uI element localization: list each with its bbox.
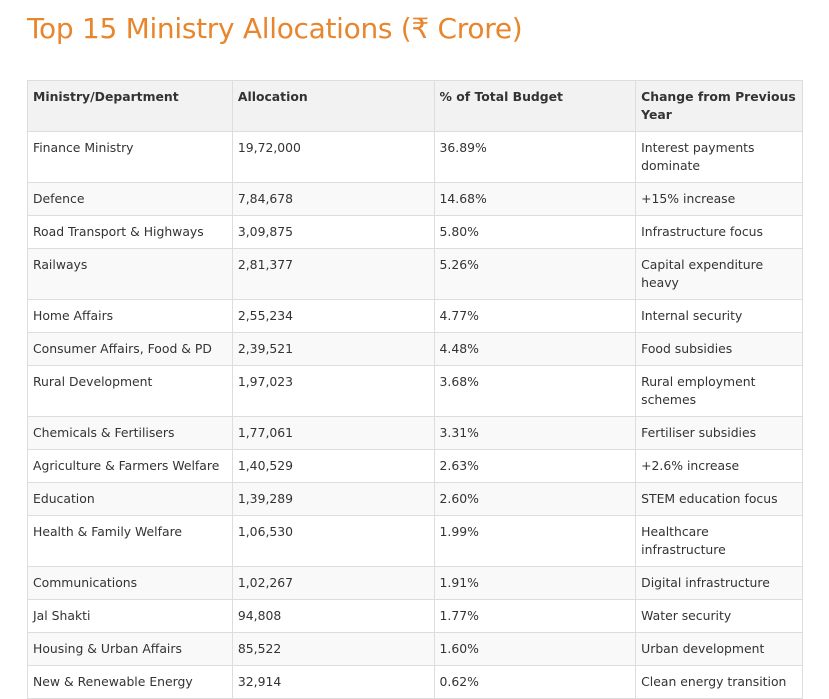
percent-cell: 3.68% <box>433 365 637 417</box>
allocation-cell: 1,40,529 <box>231 449 435 483</box>
allocation-cell: 3,09,875 <box>231 215 435 249</box>
header-change: Change from Previous Year <box>635 80 803 132</box>
change-cell: Digital infrastructure <box>635 566 803 600</box>
table-row: Rural Development 1,97,023 3.68% Rural empl… <box>27 365 803 417</box>
allocation-cell: 2,55,234 <box>231 299 435 333</box>
ministry-cell: New & Renewable Energy <box>27 665 233 699</box>
percent-cell: 36.89% <box>433 131 637 183</box>
table-header-row: Ministry/Department Allocation % of Tota… <box>27 80 803 132</box>
percent-cell: 1.99% <box>433 515 637 567</box>
ministry-cell: Finance Ministry <box>27 131 233 183</box>
table-row: Jal Shakti 94,808 1.77% Water security <box>27 599 803 633</box>
change-cell: Urban development <box>635 632 803 666</box>
allocation-cell: 1,06,530 <box>231 515 435 567</box>
allocation-cell: 1,39,289 <box>231 482 435 516</box>
ministry-cell: Railways <box>27 248 233 300</box>
percent-cell: 5.26% <box>433 248 637 300</box>
percent-cell: 2.60% <box>433 482 637 516</box>
allocation-cell: 32,914 <box>231 665 435 699</box>
ministry-cell: Health & Family Welfare <box>27 515 233 567</box>
change-cell: Infrastructure focus <box>635 215 803 249</box>
allocation-cell: 2,39,521 <box>231 332 435 366</box>
change-cell: Rural employment schemes <box>635 365 803 417</box>
ministry-allocations-table: Ministry/Department Allocation % of Tota… <box>27 80 803 699</box>
change-cell: Interest payments dominate <box>635 131 803 183</box>
allocation-cell: 2,81,377 <box>231 248 435 300</box>
percent-cell: 1.77% <box>433 599 637 633</box>
change-cell: Healthcare infrastructure <box>635 515 803 567</box>
change-cell: Food subsidies <box>635 332 803 366</box>
ministry-cell: Jal Shakti <box>27 599 233 633</box>
ministry-cell: Housing & Urban Affairs <box>27 632 233 666</box>
ministry-cell: Consumer Affairs, Food & PD <box>27 332 233 366</box>
table-row: Health & Family Welfare 1,06,530 1.99% Heal… <box>27 515 803 567</box>
change-cell: Internal security <box>635 299 803 333</box>
table-row: Defence 7,84,678 14.68% +15% increase <box>27 182 803 216</box>
change-cell: Fertiliser subsidies <box>635 416 803 450</box>
change-cell: +2.6% increase <box>635 449 803 483</box>
percent-cell: 4.77% <box>433 299 637 333</box>
ministry-cell: Road Transport & Highways <box>27 215 233 249</box>
table-row: Home Affairs 2,55,234 4.77% Internal securi… <box>27 299 803 333</box>
allocation-cell: 1,97,023 <box>231 365 435 417</box>
change-cell: +15% increase <box>635 182 803 216</box>
allocation-cell: 1,77,061 <box>231 416 435 450</box>
ministry-cell: Rural Development <box>27 365 233 417</box>
header-ministry: Ministry/Department <box>27 80 233 132</box>
ministry-cell: Agriculture & Farmers Welfare <box>27 449 233 483</box>
table-row: New & Renewable Energy 32,914 0.62% Clean e… <box>27 665 803 699</box>
change-cell: Capital expenditure heavy <box>635 248 803 300</box>
allocation-cell: 19,72,000 <box>231 131 435 183</box>
table-row: Consumer Affairs, Food & PD 2,39,521 4.48%… <box>27 332 803 366</box>
table-row: Chemicals & Fertilisers 1,77,061 3.31% Fert… <box>27 416 803 450</box>
ministry-cell: Chemicals & Fertilisers <box>27 416 233 450</box>
allocation-cell: 94,808 <box>231 599 435 633</box>
table-row: Communications 1,02,267 1.91% Digital infra… <box>27 566 803 600</box>
table-row: Agriculture & Farmers Welfare 1,40,529 2.6… <box>27 449 803 483</box>
header-percent: % of Total Budget <box>433 80 637 132</box>
change-cell: Water security <box>635 599 803 633</box>
ministry-cell: Communications <box>27 566 233 600</box>
table-row: Finance Ministry 19,72,000 36.89% Interest … <box>27 131 803 183</box>
table-row: Education 1,39,289 2.60% STEM education foc… <box>27 482 803 516</box>
change-cell: STEM education focus <box>635 482 803 516</box>
percent-cell: 4.48% <box>433 332 637 366</box>
allocation-cell: 1,02,267 <box>231 566 435 600</box>
ministry-cell: Home Affairs <box>27 299 233 333</box>
percent-cell: 5.80% <box>433 215 637 249</box>
change-cell: Clean energy transition <box>635 665 803 699</box>
allocation-cell: 85,522 <box>231 632 435 666</box>
allocation-cell: 7,84,678 <box>231 182 435 216</box>
page-title: Top 15 Ministry Allocations (₹ Crore) <box>27 12 523 45</box>
header-allocation: Allocation <box>231 80 435 132</box>
percent-cell: 1.91% <box>433 566 637 600</box>
percent-cell: 3.31% <box>433 416 637 450</box>
table-row: Road Transport & Highways 3,09,875 5.80% In… <box>27 215 803 249</box>
table-row: Railways 2,81,377 5.26% Capital expenditure… <box>27 248 803 300</box>
table-row: Housing & Urban Affairs 85,522 1.60% Urban … <box>27 632 803 666</box>
percent-cell: 0.62% <box>433 665 637 699</box>
percent-cell: 14.68% <box>433 182 637 216</box>
ministry-cell: Defence <box>27 182 233 216</box>
percent-cell: 1.60% <box>433 632 637 666</box>
percent-cell: 2.63% <box>433 449 637 483</box>
ministry-cell: Education <box>27 482 233 516</box>
